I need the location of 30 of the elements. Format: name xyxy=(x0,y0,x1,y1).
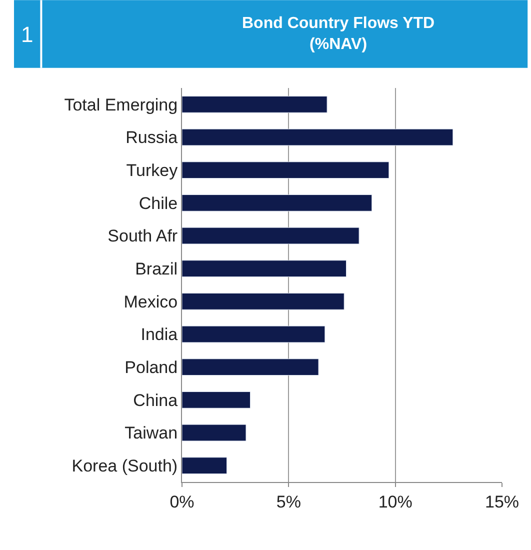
x-tick-label: 0% xyxy=(170,492,194,512)
text: 1 xyxy=(21,22,34,47)
bar xyxy=(182,227,360,244)
y-tick-label: Mexico xyxy=(124,292,178,312)
y-tick-label: Chile xyxy=(138,194,178,213)
y-tick-label: Total Emerging xyxy=(64,95,178,114)
x-tick-label: 10% xyxy=(378,492,412,512)
y-tick-label: Russia xyxy=(126,128,178,148)
bar xyxy=(182,194,372,212)
y-tick-label: South Afr xyxy=(108,226,178,246)
bar xyxy=(182,358,319,376)
bar xyxy=(182,96,328,113)
y-tick-label: Brazil xyxy=(135,260,178,279)
bar xyxy=(182,128,454,146)
y-tick-label: Taiwan xyxy=(124,424,178,443)
y-tick-label: Korea (South) xyxy=(72,456,178,476)
bar xyxy=(182,457,228,474)
chart-title: Bond Country Flows YTD (%NAV) xyxy=(242,15,435,53)
bar xyxy=(182,260,347,278)
bar xyxy=(182,292,344,310)
x-tick-label: 15% xyxy=(484,492,520,512)
y-tick-label: Poland xyxy=(124,358,178,378)
bar xyxy=(182,424,246,442)
bar xyxy=(182,326,326,343)
y-tick-label: China xyxy=(133,390,178,410)
y-tick-label: Turkey xyxy=(126,161,178,180)
x-tick-label: 5% xyxy=(276,492,301,512)
y-tick-label: India xyxy=(140,325,178,344)
bar xyxy=(182,162,390,179)
bar xyxy=(182,391,251,408)
